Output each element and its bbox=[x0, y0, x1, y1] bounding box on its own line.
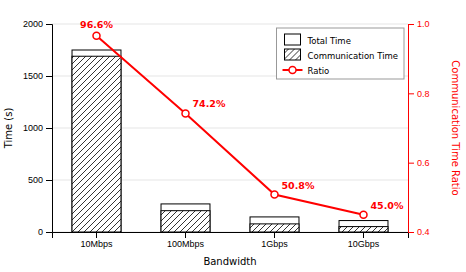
y-axis: 0 500 1000 1500 2000 bbox=[23, 19, 53, 237]
marker bbox=[93, 32, 100, 39]
bar bbox=[161, 204, 210, 232]
legend-label: Communication Time bbox=[308, 51, 399, 61]
tick: 1000 bbox=[23, 123, 52, 133]
x-axis-title: Bandwidth bbox=[203, 256, 256, 267]
y2-axis-line bbox=[409, 25, 415, 233]
bar-series bbox=[72, 56, 388, 232]
legend-label: Total Time bbox=[307, 36, 351, 46]
x-axis: 10Mbps 100Mbps 1Gbps 10Gbps bbox=[53, 232, 409, 249]
bar bbox=[250, 217, 299, 232]
tick: 10Mbps bbox=[80, 232, 113, 249]
tick-label: 1500 bbox=[23, 71, 43, 81]
bar bbox=[339, 221, 388, 232]
tick-mark bbox=[96, 232, 97, 238]
tick-mark bbox=[363, 232, 364, 238]
tick-mark bbox=[408, 232, 414, 233]
tick: 0 bbox=[38, 227, 52, 237]
tick-label: 1000 bbox=[23, 123, 43, 133]
data-label: 50.8% bbox=[282, 180, 315, 191]
tick: 1Gbps bbox=[261, 232, 288, 249]
tick: 0.4 bbox=[408, 227, 430, 237]
tick: 1500 bbox=[23, 71, 52, 81]
legend-marker bbox=[289, 67, 296, 74]
tick-label: 0 bbox=[38, 227, 43, 237]
tick: 500 bbox=[28, 175, 52, 185]
legend-label: Ratio bbox=[308, 66, 330, 76]
tick-mark bbox=[46, 180, 52, 181]
legend: Total Time Communication Time Ratio bbox=[277, 28, 405, 79]
tick-label: 0.6 bbox=[417, 158, 430, 168]
tick-mark bbox=[408, 24, 414, 25]
tick-mark bbox=[46, 232, 52, 233]
bar bbox=[161, 211, 210, 232]
legend-swatch bbox=[285, 49, 301, 60]
bar bbox=[72, 56, 121, 232]
marker bbox=[360, 211, 367, 218]
tick-mark bbox=[408, 163, 414, 164]
grid bbox=[52, 24, 408, 232]
tick-mark bbox=[46, 76, 52, 77]
bar bbox=[72, 50, 121, 232]
marker bbox=[182, 110, 189, 117]
data-label: 45.0% bbox=[371, 200, 404, 211]
tick-mark bbox=[274, 232, 275, 238]
chart: 10Mbps 100Mbps 1Gbps 10Gbps 0 500 1000 1500 2000… bbox=[0, 0, 466, 272]
legend-item: Communication Time bbox=[285, 49, 399, 61]
tick-mark bbox=[408, 93, 414, 94]
tick-label: 500 bbox=[28, 175, 43, 185]
tick-label: 1.0 bbox=[417, 19, 430, 29]
legend-swatch bbox=[285, 34, 301, 45]
legend-frame bbox=[277, 28, 405, 79]
tick-label: 100Mbps bbox=[167, 239, 205, 249]
tick-label: 0.8 bbox=[417, 89, 430, 99]
tick-label: 10Mbps bbox=[80, 239, 113, 249]
tick-mark bbox=[185, 232, 186, 238]
y-axis-title: Time (s) bbox=[3, 108, 14, 150]
tick-mark bbox=[46, 128, 52, 129]
bar bbox=[250, 224, 299, 232]
legend-item: Ratio bbox=[283, 66, 330, 76]
tick-label: 1Gbps bbox=[261, 239, 288, 249]
bar bbox=[339, 227, 388, 232]
tick: 0.6 bbox=[408, 158, 430, 168]
tick-label: 0.4 bbox=[417, 227, 430, 237]
tick-mark bbox=[46, 24, 52, 25]
y-axis-line bbox=[46, 25, 53, 233]
y2-axis-title: Communication Time Ratio bbox=[450, 60, 461, 195]
tick-label: 2000 bbox=[23, 19, 43, 29]
tick: 2000 bbox=[23, 19, 52, 29]
x-axis-line bbox=[53, 233, 409, 239]
tick: 1.0 bbox=[408, 19, 430, 29]
data-label: 74.2% bbox=[193, 98, 226, 109]
marker bbox=[271, 191, 278, 198]
plot: 10Mbps 100Mbps 1Gbps 10Gbps 0 500 1000 1500 2000… bbox=[3, 19, 461, 267]
y2-axis: 0.4 0.6 0.8 1.0 bbox=[408, 19, 430, 237]
tick: 10Gbps bbox=[348, 232, 380, 249]
tick-label: 10Gbps bbox=[348, 239, 380, 249]
tick: 100Mbps bbox=[167, 232, 205, 249]
legend-item: Total Time bbox=[285, 34, 351, 46]
data-label: 96.6% bbox=[80, 19, 113, 30]
tick: 0.8 bbox=[408, 89, 430, 99]
